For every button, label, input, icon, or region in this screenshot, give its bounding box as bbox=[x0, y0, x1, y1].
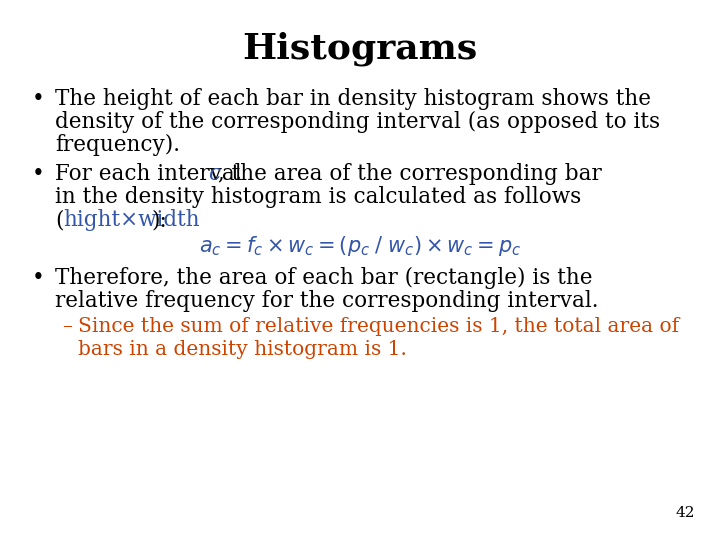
Text: Histograms: Histograms bbox=[243, 32, 477, 66]
Text: Since the sum of relative frequencies is 1, the total area of: Since the sum of relative frequencies is… bbox=[78, 317, 679, 336]
Text: The height of each bar in density histogram shows the: The height of each bar in density histog… bbox=[55, 88, 651, 110]
Text: c: c bbox=[208, 163, 220, 185]
Text: frequency).: frequency). bbox=[55, 134, 180, 156]
Text: 42: 42 bbox=[675, 506, 695, 520]
Text: bars in a density histogram is 1.: bars in a density histogram is 1. bbox=[78, 340, 407, 359]
Text: •: • bbox=[32, 267, 45, 289]
Text: (: ( bbox=[55, 209, 63, 231]
Text: $a_c = f_c \times w_c = (p_c\;/\;w_c) \times w_c = p_c$: $a_c = f_c \times w_c = (p_c\;/\;w_c) \t… bbox=[199, 234, 521, 258]
Text: For each interval: For each interval bbox=[55, 163, 248, 185]
Text: density of the corresponding interval (as opposed to its: density of the corresponding interval (a… bbox=[55, 111, 660, 133]
Text: in the density histogram is calculated as follows: in the density histogram is calculated a… bbox=[55, 186, 581, 208]
Text: –: – bbox=[62, 317, 72, 336]
Text: Therefore, the area of each bar (rectangle) is the: Therefore, the area of each bar (rectang… bbox=[55, 267, 593, 289]
Text: ):: ): bbox=[151, 209, 167, 231]
Text: hight×width: hight×width bbox=[63, 209, 199, 231]
Text: relative frequency for the corresponding interval.: relative frequency for the corresponding… bbox=[55, 290, 598, 312]
Text: , the area of the corresponding bar: , the area of the corresponding bar bbox=[218, 163, 602, 185]
Text: •: • bbox=[32, 88, 45, 110]
Text: •: • bbox=[32, 163, 45, 185]
